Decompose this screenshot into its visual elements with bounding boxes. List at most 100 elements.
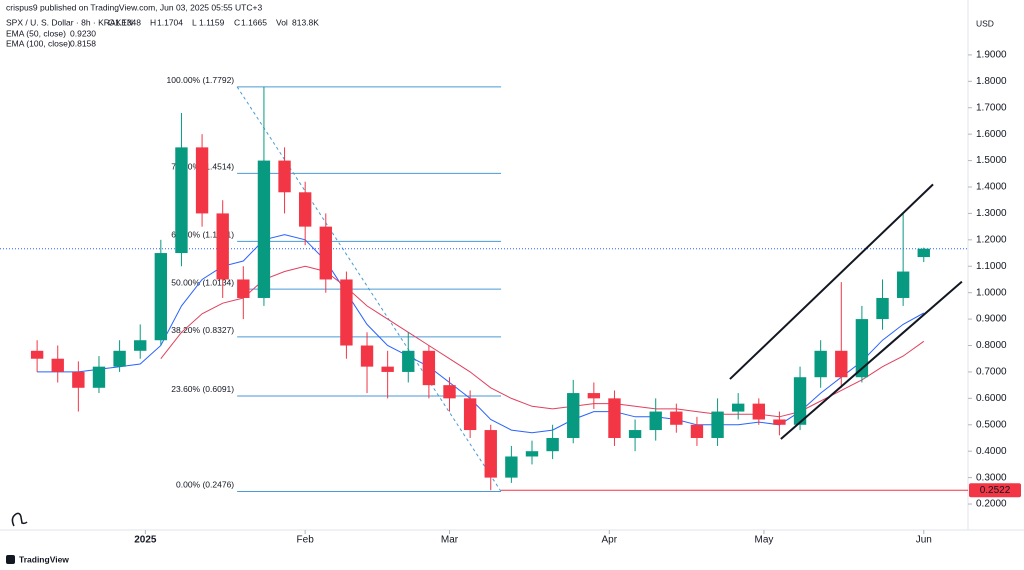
volume: 813.8K	[292, 17, 319, 27]
legend-label: EMA (100, close)	[6, 38, 71, 48]
candle	[896, 213, 910, 306]
trendline	[729, 183, 934, 380]
candle-body	[793, 377, 807, 425]
candle-body	[257, 160, 271, 298]
candle	[463, 390, 477, 438]
support-tag	[969, 483, 1021, 498]
fib-label: 50.00% (1.0134)	[171, 277, 234, 287]
candle-body	[30, 350, 44, 359]
ohlc-label: H	[150, 17, 156, 27]
candle	[216, 200, 229, 298]
candle-body	[360, 345, 374, 367]
y-tick-label: 0.9000	[976, 314, 1007, 325]
candle-body	[587, 393, 601, 399]
candle	[793, 366, 807, 431]
ohlc-label: C	[234, 17, 240, 27]
candle	[113, 340, 126, 372]
ohlc-label: O	[108, 17, 115, 27]
y-tick-label: 1.5000	[976, 155, 1007, 166]
fib-label: 100.00% (1.7792)	[167, 75, 235, 85]
y-tick-label: 1.4000	[976, 182, 1007, 193]
candle	[917, 247, 930, 263]
x-tick-label: May	[755, 535, 774, 546]
legend-value: 0.9230	[70, 28, 96, 38]
candle	[525, 440, 539, 465]
candle-body	[608, 398, 621, 438]
candle-body	[175, 147, 188, 254]
candle-body	[567, 393, 580, 438]
tv-logo	[11, 512, 28, 527]
support-label: 0.2522	[980, 485, 1011, 496]
legend-value: 0.8158	[70, 38, 96, 48]
candle-body	[422, 350, 436, 386]
y-tick-label: 1.6000	[976, 129, 1007, 140]
y-tick-label: 0.6000	[976, 393, 1007, 404]
candle-body	[649, 411, 662, 431]
candle	[773, 411, 786, 436]
candle	[154, 239, 168, 346]
fib-label: 38.20% (0.8327)	[171, 325, 234, 335]
candle-body	[195, 147, 209, 214]
currency: USD	[976, 18, 994, 28]
candle-body	[731, 403, 745, 412]
candle	[649, 398, 662, 441]
published: crispus9 published on TradingView.com, J…	[6, 2, 262, 12]
brand: TradingView	[19, 554, 69, 564]
candle	[608, 390, 621, 446]
candle-body	[670, 411, 683, 425]
candle	[51, 345, 64, 383]
y-tick-label: 1.3000	[976, 208, 1007, 219]
ohlc-label: L	[192, 17, 197, 27]
ohlc-value: 1.1665	[241, 17, 267, 27]
candle-body	[340, 279, 353, 346]
candle	[670, 403, 683, 433]
candle-body	[443, 385, 456, 399]
trendline	[780, 280, 963, 440]
x-tick-label: 2025	[134, 535, 157, 546]
candle	[319, 213, 332, 293]
y-tick-label: 0.3000	[976, 472, 1007, 483]
candle-body	[92, 366, 106, 388]
y-tick-label: 1.8000	[976, 76, 1007, 87]
candle	[443, 377, 456, 412]
y-tick-label: 0.5000	[976, 419, 1007, 430]
candle-body	[773, 419, 786, 425]
candle-body	[711, 411, 724, 438]
y-tick-label: 1.7000	[976, 102, 1007, 113]
x-tick-label: Apr	[602, 535, 618, 546]
candle-body	[51, 358, 64, 372]
candle-body	[216, 213, 229, 280]
candle	[134, 324, 147, 359]
candle-body	[752, 403, 765, 420]
y-tick-label: 1.1000	[976, 261, 1007, 272]
candle-body	[154, 253, 168, 341]
candle-body	[835, 350, 848, 378]
candle-body	[876, 297, 889, 320]
candle-body	[484, 430, 497, 478]
y-tick-label: 1.0000	[976, 287, 1007, 298]
candle-body	[402, 350, 415, 372]
candle-body	[525, 451, 539, 457]
y-tick-label: 1.9000	[976, 50, 1007, 61]
y-tick-label: 0.2000	[976, 499, 1007, 510]
candle	[92, 356, 106, 394]
candle	[402, 332, 415, 383]
candle-body	[463, 398, 477, 431]
candle	[711, 398, 724, 446]
x-tick-label: Feb	[297, 535, 315, 546]
plot-area: 100.00% (1.7792)78.60% (1.4514)61.80% (1…	[0, 75, 968, 492]
candle	[484, 424, 497, 491]
ohlc-value: 1.1348	[115, 17, 141, 27]
candle-body	[237, 279, 250, 298]
ohlc-value: 1.1159	[199, 17, 225, 27]
candle-body	[113, 350, 126, 367]
fib-label: 23.60% (0.6091)	[171, 384, 234, 394]
candle	[567, 379, 580, 444]
candle	[546, 424, 559, 460]
symbol: SPX / U. S. Dollar · 8h · KRAKEN	[6, 17, 133, 27]
candle	[257, 86, 271, 306]
candle	[340, 271, 353, 359]
candle	[72, 361, 85, 412]
candle	[195, 134, 209, 227]
